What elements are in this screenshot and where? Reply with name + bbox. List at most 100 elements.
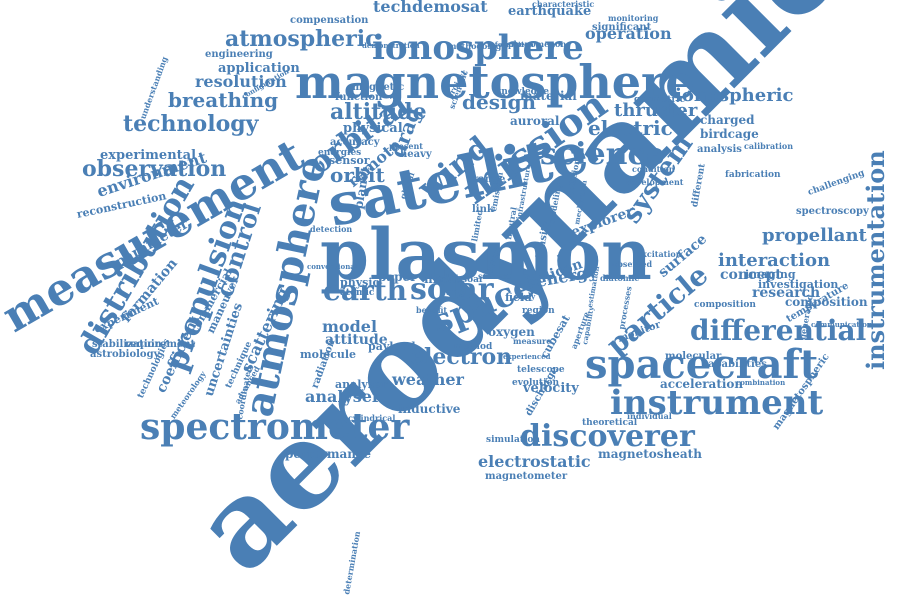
- word-composition: composition: [785, 295, 868, 309]
- word-magnetosphere: magnetosphere: [295, 55, 695, 109]
- word-soar: soar: [462, 275, 484, 285]
- word-instrumentation: instrumentation: [861, 150, 890, 370]
- word-heavy: heavy: [400, 149, 432, 160]
- word-atmospheric: atmospheric: [225, 26, 379, 52]
- word-range: range: [473, 174, 506, 185]
- word-magnetosheath: magnetosheath: [598, 447, 702, 461]
- word-solar: solar: [410, 272, 494, 307]
- word-differential: differential: [690, 314, 867, 347]
- word-engineering: engineering: [205, 49, 273, 60]
- word-research: research: [752, 285, 821, 301]
- word-fabrication: fabrication: [725, 170, 781, 180]
- word-composition: composition: [694, 300, 756, 310]
- word-altitude: altitude: [330, 99, 427, 125]
- word-individual: individual: [627, 411, 672, 421]
- word-energies: energies: [318, 148, 362, 158]
- word-interaction: interaction: [718, 250, 831, 271]
- word-evolution: evolution: [512, 378, 560, 388]
- word-electric: electric: [588, 116, 673, 140]
- word-phenomenon: phenomenon: [508, 39, 567, 49]
- word-analysis: analysis: [697, 144, 742, 155]
- word-charged: charged: [700, 113, 755, 127]
- word-field: field: [505, 291, 532, 304]
- word-calibration: calibration: [744, 141, 794, 151]
- word-physical: physical: [343, 121, 403, 136]
- word-velocity: velocity: [523, 381, 579, 396]
- word-determination: determination: [341, 530, 363, 596]
- word-analyzer: analyzer: [335, 378, 387, 391]
- word-inductive: inductive: [398, 402, 461, 416]
- word-instrument: instrument: [610, 383, 824, 423]
- word-magnetic: magnetic: [352, 82, 405, 93]
- word-significant: significant: [592, 22, 652, 33]
- word-plasmon: plasmon: [320, 213, 652, 296]
- word-link: link: [472, 204, 494, 215]
- word-atomic: atomic: [340, 288, 375, 298]
- word-orbit: orbit: [330, 163, 385, 187]
- word-study: study: [514, 292, 536, 301]
- word-observed: observed: [612, 259, 653, 269]
- word-methodology: methodology: [448, 41, 506, 51]
- word-knowledge: knowledge: [495, 87, 549, 97]
- word-technology: technology: [123, 111, 259, 137]
- word-application: application: [218, 61, 300, 76]
- word-breathing: breathing: [168, 88, 279, 112]
- word-challenging: challenging: [806, 168, 866, 198]
- word-electron: electron: [410, 344, 513, 370]
- word-accuracy: accuracy: [330, 137, 380, 148]
- word-spectroscopy: spectroscopy: [796, 206, 869, 217]
- word-magnetometer: magnetometer: [485, 471, 568, 482]
- word-diatomic: diatomic: [600, 273, 640, 283]
- word-cylindrical: cylindrical: [348, 413, 396, 423]
- word-region: region: [522, 306, 555, 316]
- word-geometric: geometric: [634, 95, 686, 105]
- word-experimental: experimental: [100, 148, 197, 163]
- word-science: science: [540, 137, 665, 172]
- word-demonstration: demonstration: [362, 41, 420, 50]
- word-molecule: molecule: [300, 348, 357, 361]
- word-molecular: molecular: [665, 351, 722, 362]
- word-characteristic: characteristic: [532, 0, 595, 9]
- word-propellant: propellant: [762, 225, 867, 246]
- word-thruster: thruster: [614, 100, 698, 121]
- word-analyser: analyser: [305, 387, 381, 406]
- word-compensation: compensation: [290, 15, 369, 26]
- word-electrostatic: electrostatic: [478, 452, 591, 471]
- word-information: information: [487, 40, 534, 49]
- word-present: present: [389, 141, 424, 151]
- word-communication: communication: [811, 320, 873, 329]
- word-oxygen: oxygen: [488, 325, 535, 339]
- word-angle: angle: [446, 288, 474, 298]
- word-performance: performance: [285, 447, 371, 461]
- word-conventional: conventional: [307, 262, 358, 271]
- word-ionosphere: ionosphere: [372, 28, 584, 68]
- word-paper: paper: [378, 270, 417, 284]
- word-telescope: telescope: [517, 365, 565, 375]
- word-capabilities: capabilities: [702, 359, 767, 370]
- word-auroral: auroral: [510, 114, 560, 128]
- word-concept: concept: [720, 267, 782, 283]
- word-function: function: [335, 92, 383, 103]
- word-benefit: benefit: [416, 305, 448, 315]
- word-observation: observation: [82, 156, 227, 182]
- word-combination: combination: [736, 378, 786, 387]
- word-stabilization: stabilization: [92, 339, 162, 350]
- word-spectrometer: spectrometer: [140, 406, 410, 448]
- word-acceleration: acceleration: [660, 377, 744, 391]
- word-development: development: [626, 177, 684, 187]
- word-requirement: requirement: [125, 339, 196, 350]
- word-simulation: simulation: [486, 435, 540, 445]
- word-measure: measure: [513, 336, 552, 346]
- word-design: design: [462, 90, 537, 114]
- word-astrobiology: astrobiology: [90, 349, 160, 360]
- word-material: material: [520, 89, 577, 103]
- word-flight: flight: [424, 272, 460, 286]
- word-birdcage: birdcage: [700, 127, 759, 141]
- word-sensor: sensor: [329, 154, 370, 167]
- word-spacecraft: spacecraft: [585, 341, 819, 388]
- word-operation: operation: [585, 24, 672, 43]
- word-excitation: excitation: [637, 249, 682, 259]
- word-techdemosat: techdemosat: [373, 0, 488, 16]
- word-different: different: [690, 162, 708, 208]
- word-investigation: investigation: [758, 278, 839, 291]
